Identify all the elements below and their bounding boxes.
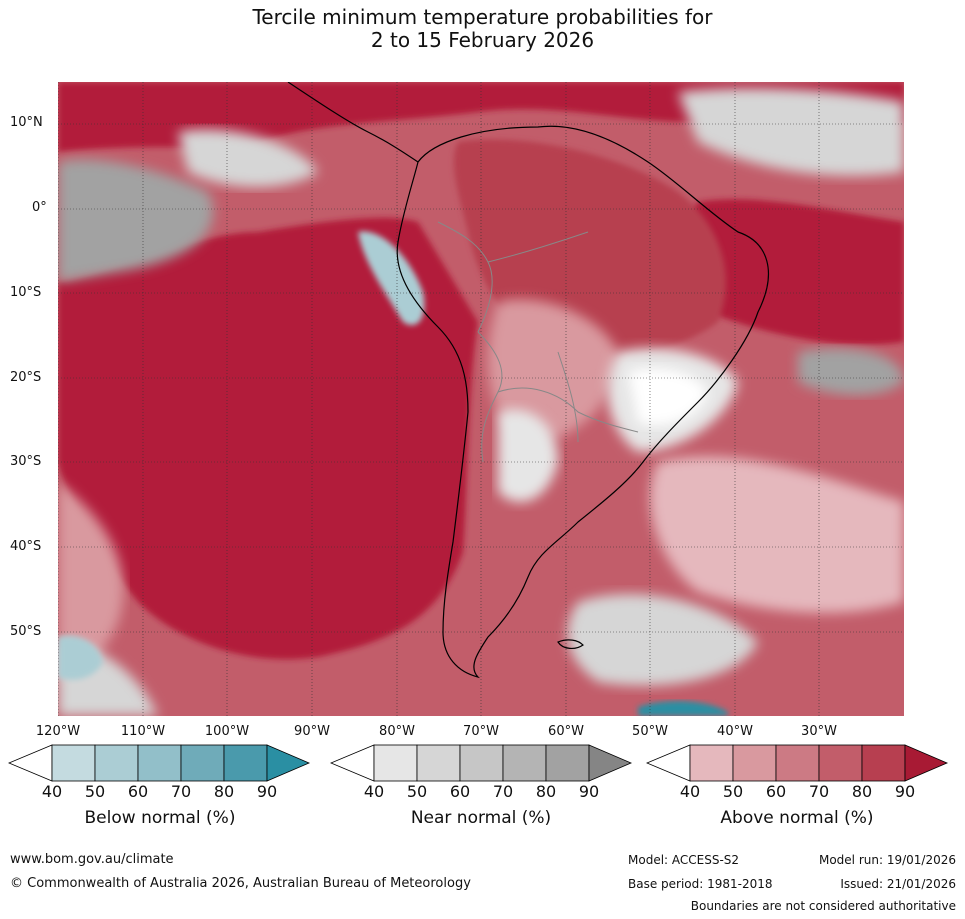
lon-label-100w: 100°W [204,724,250,739]
lon-label-40w: 40°W [717,724,753,739]
moderate-above-zone [488,299,618,442]
footer-disclaimer: Boundaries are not considered authoritat… [690,899,956,913]
map-title-line2: 2 to 15 February 2026 [370,28,595,52]
colorbar-below-tick: 50 [84,782,106,801]
falklands-outline [557,639,584,649]
lat-label-40s: 40°S [10,539,42,554]
colorbar-near-min-arrow [330,744,375,782]
lon-label-50w: 50°W [632,724,668,739]
lat-label-0: 0° [32,200,47,215]
lon-label-90w: 90°W [294,724,330,739]
below-normal-peru-coast [358,231,425,326]
colorbar-below-segment [137,744,182,782]
colorbar-below-segment [223,744,268,782]
lon-label-120w: 120°W [35,724,81,739]
colorbar-near-segment [502,744,547,782]
colorbar-above-segment [775,744,820,782]
footer-issued: Issued: 21/01/2026 [840,877,956,891]
footer-model-run: Model run: 19/01/2026 [818,853,956,867]
graticule [58,82,904,716]
colorbar-title-above: Above normal (%) [720,808,874,828]
colorbar-near-tick: 60 [449,782,471,801]
colorbar-near-tick: 90 [578,782,600,801]
colorbar-near-segment [416,744,461,782]
colorbar-above-max-arrow [904,744,949,782]
map-svg [58,82,904,716]
colorbar-above-tick: 90 [894,782,916,801]
lat-label-30s: 30°S [10,454,42,469]
colorbar-title-below: Below normal (%) [84,808,236,828]
central-america-coastline [287,82,419,163]
lon-label-70w: 70°W [463,724,499,739]
colorbar-near-tick: 70 [492,782,514,801]
near-normal-argentina [498,409,558,502]
colorbar-above-tick: 60 [765,782,787,801]
probability-map [58,82,904,716]
lon-label-30w: 30°W [801,724,837,739]
colorbar-near-segment [545,744,590,782]
colorbar-below-normal [8,744,311,782]
colorbar-title-near: Near normal (%) [410,808,552,828]
footer-copyright: © Commonwealth of Australia 2026, Austra… [10,876,471,891]
east-atlantic-high-region [679,199,904,345]
country-borders [437,221,639,463]
colorbar-near-max-arrow [588,744,633,782]
colorbar-near-normal [330,744,633,782]
colorbar-below-tick: 90 [256,782,278,801]
colorbar-above-tick: 50 [722,782,744,801]
near-normal-south-atlantic [567,594,758,686]
colorbar-near-segment [459,744,504,782]
near-normal-caribbean [678,87,904,176]
colorbar-above-tick: 70 [808,782,830,801]
pacific-high-probability-region [58,217,478,660]
colorbar-near-tick: 50 [406,782,428,801]
below-normal-southwest [58,635,103,680]
lat-label-20s: 20°S [10,370,42,385]
below-normal-south [638,700,728,716]
map-title-line1: Tercile minimum temperature probabilitie… [252,5,713,29]
colorbar-below-segment [180,744,225,782]
south-america-coastline [396,125,769,679]
lon-label-110w: 110°W [120,724,166,739]
lon-label-80w: 80°W [379,724,415,739]
near-normal-east-atlantic [798,348,904,396]
footer-base-period: Base period: 1981-2018 [628,877,773,891]
lat-label-50s: 50°S [10,624,42,639]
colorbar-above-tick: 40 [679,782,701,801]
near-normal-light-pacific [178,129,318,187]
lat-label-10n: 10°N [10,115,43,130]
colorbar-below-tick: 40 [41,782,63,801]
lon-label-60w: 60°W [548,724,584,739]
colorbar-below-segment [94,744,139,782]
colorbar-below-tick: 70 [170,782,192,801]
colorbar-above-normal [646,744,949,782]
colorbar-below-min-arrow [8,744,53,782]
colorbar-below-segment [51,744,96,782]
colorbar-above-segment [732,744,777,782]
colorbar-above-segment [861,744,906,782]
footer-url[interactable]: www.bom.gov.au/climate [10,852,174,867]
colorbar-above-segment [689,744,734,782]
near-normal-eastern-pacific [58,159,214,282]
colorbar-near-tick: 40 [363,782,385,801]
colorbar-near-segment [373,744,418,782]
lat-label-10s: 10°S [10,285,42,300]
colorbar-above-segment [818,744,863,782]
colorbar-near-tick: 80 [535,782,557,801]
colorbar-below-max-arrow [266,744,311,782]
footer-model: Model: ACCESS-S2 [628,853,740,867]
colorbar-below-tick: 60 [127,782,149,801]
colorbar-above-min-arrow [646,744,691,782]
colorbar-below-tick: 80 [213,782,235,801]
colorbar-above-tick: 80 [851,782,873,801]
south-atlantic-moderate-zone [650,456,904,613]
